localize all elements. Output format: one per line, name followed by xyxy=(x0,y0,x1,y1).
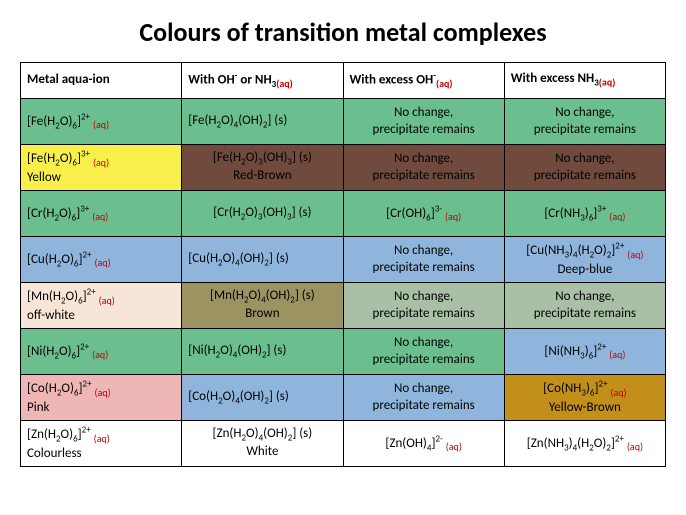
cell: [Mn(H2O)4(OH)2] (s)Brown xyxy=(182,283,343,329)
cell: [Zn(OH)4]2- aq xyxy=(343,421,504,467)
cell: [Fe(H2O)3(OH)3] (s)Red-Brown xyxy=(182,145,343,191)
cell: No change,precipitate remains xyxy=(504,283,665,329)
table-row: [Fe(H2O)6]2+ aq[Fe(H2O)4(OH)2] (s)No cha… xyxy=(21,99,666,145)
cell: [Cr(H2O)6]3+ aq xyxy=(21,191,182,237)
cell: No change,precipitate remains xyxy=(343,375,504,421)
col-header-2: With excess OH-aq xyxy=(343,63,504,99)
page-title: Colours of transition metal complexes xyxy=(20,16,666,48)
col-header-1: With OH- or NH3aq xyxy=(182,63,343,99)
cell: [Zn(H2O)6]2+ aqColourless xyxy=(21,421,182,467)
cell: [Fe(H2O)6]3+ aqYellow xyxy=(21,145,182,191)
cell: [Cr(H2O)3(OH)3] (s) xyxy=(182,191,343,237)
cell: [Zn(NH3)4(H2O)2]2+ aq xyxy=(504,421,665,467)
table-head: Metal aqua-ionWith OH- or NH3aqWith exce… xyxy=(21,63,666,99)
cell: No change,precipitate remains xyxy=(343,329,504,375)
cell: No change,precipitate remains xyxy=(504,145,665,191)
cell: No change,precipitate remains xyxy=(343,145,504,191)
cell: [Cr(OH)6]3- aq xyxy=(343,191,504,237)
cell: [Ni(H2O)6]2+ aq xyxy=(21,329,182,375)
cell: [Co(NH3)6]2+ aqYellow-Brown xyxy=(504,375,665,421)
col-header-0: Metal aqua-ion xyxy=(21,63,182,99)
cell: No change,precipitate remains xyxy=(343,99,504,145)
table-row: [Ni(H2O)6]2+ aq[Ni(H2O)4(OH)2] (s)No cha… xyxy=(21,329,666,375)
cell: No change,precipitate remains xyxy=(504,99,665,145)
cell: [Ni(H2O)4(OH)2] (s) xyxy=(182,329,343,375)
cell: [Ni(NH3)6]2+ aq xyxy=(504,329,665,375)
cell: [Cr(NH3)6]3+ aq xyxy=(504,191,665,237)
table-body: [Fe(H2O)6]2+ aq[Fe(H2O)4(OH)2] (s)No cha… xyxy=(21,99,666,467)
cell: [Cu(H2O)6]2+ aq xyxy=(21,237,182,283)
table-row: [Zn(H2O)6]2+ aqColourless[Zn(H2O)4(OH)2]… xyxy=(21,421,666,467)
cell: [Mn(H2O)6]2+ aqoff-white xyxy=(21,283,182,329)
cell: [Co(H2O)6]2+ aqPink xyxy=(21,375,182,421)
cell: [Fe(H2O)4(OH)2] (s) xyxy=(182,99,343,145)
cell: [Cu(H2O)4(OH)2] (s) xyxy=(182,237,343,283)
table-row: [Cu(H2O)6]2+ aq[Cu(H2O)4(OH)2] (s)No cha… xyxy=(21,237,666,283)
cell: [Fe(H2O)6]2+ aq xyxy=(21,99,182,145)
cell: [Zn(H2O)4(OH)2] (s)White xyxy=(182,421,343,467)
table-row: [Cr(H2O)6]3+ aq[Cr(H2O)3(OH)3] (s)[Cr(OH… xyxy=(21,191,666,237)
table-row: [Co(H2O)6]2+ aqPink[Co(H2O)4(OH)2] (s)No… xyxy=(21,375,666,421)
table-row: [Mn(H2O)6]2+ aqoff-white[Mn(H2O)4(OH)2] … xyxy=(21,283,666,329)
cell: [Co(H2O)4(OH)2] (s) xyxy=(182,375,343,421)
table-row: [Fe(H2O)6]3+ aqYellow[Fe(H2O)3(OH)3] (s)… xyxy=(21,145,666,191)
cell: [Cu(NH3)4(H2O)2]2+ aqDeep-blue xyxy=(504,237,665,283)
cell: No change,precipitate remains xyxy=(343,283,504,329)
cell: No change,precipitate remains xyxy=(343,237,504,283)
col-header-3: With excess NH3aq xyxy=(504,63,665,99)
complexes-table: Metal aqua-ionWith OH- or NH3aqWith exce… xyxy=(20,62,666,467)
